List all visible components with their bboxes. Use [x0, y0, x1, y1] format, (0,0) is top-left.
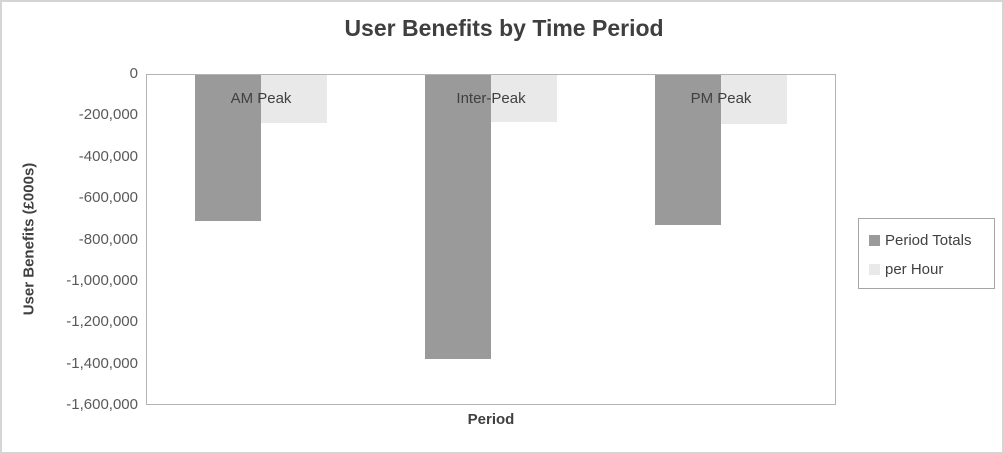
chart-title: User Benefits by Time Period [344, 15, 664, 41]
category-label: Inter-Peak [456, 90, 526, 107]
y-tick-label: -400,000 [78, 148, 138, 165]
bar-per-hour-inter-peak [491, 75, 557, 122]
legend-label: per Hour [885, 261, 944, 278]
legend: Period Totals per Hour [858, 218, 995, 289]
y-tick-label: -1,000,000 [66, 272, 138, 289]
y-tick-label: -1,600,000 [66, 396, 138, 413]
plot-area [146, 74, 836, 405]
bar-per-hour-pm-peak [721, 75, 787, 124]
y-tick-label: -800,000 [78, 231, 138, 248]
legend-swatch [869, 264, 880, 275]
bar-period-totals-inter-peak [425, 75, 491, 359]
y-tick-label: 0 [129, 65, 138, 82]
y-tick-label: -600,000 [78, 189, 138, 206]
y-tick-label: -1,200,000 [66, 313, 138, 330]
legend-item: per Hour [869, 255, 994, 284]
bar-per-hour-am-peak [261, 75, 327, 123]
x-axis-title: Period [467, 411, 515, 428]
bar-period-totals-am-peak [195, 75, 261, 221]
category-label: PM Peak [690, 90, 752, 107]
legend-label: Period Totals [885, 232, 972, 249]
y-tick-label: -200,000 [78, 106, 138, 123]
y-tick-label: -1,400,000 [66, 355, 138, 372]
legend-swatch [869, 235, 880, 246]
bar-period-totals-pm-peak [655, 75, 721, 225]
legend-item: Period Totals [869, 226, 994, 255]
category-label: AM Peak [230, 90, 292, 107]
